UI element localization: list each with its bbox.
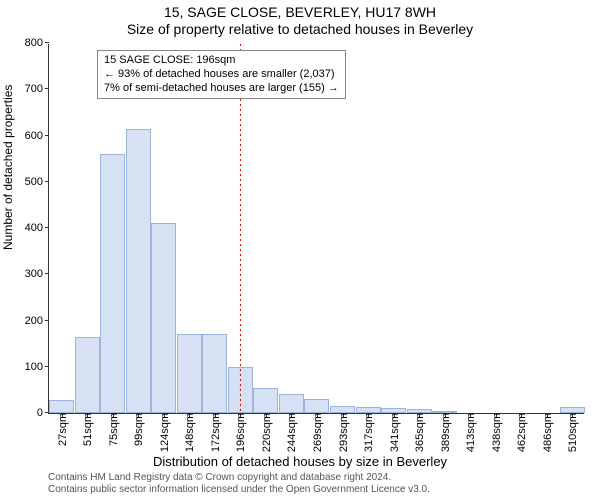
y-tick-label: 100	[25, 361, 49, 373]
x-tick-label: 51sqm	[80, 413, 94, 446]
x-tick-label: 486sqm	[540, 413, 554, 452]
x-tick-label: 293sqm	[336, 413, 350, 452]
x-tick-label: 172sqm	[208, 413, 222, 452]
x-tick-label: 413sqm	[463, 413, 477, 452]
page-title-line2: Size of property relative to detached ho…	[0, 21, 600, 42]
x-tick-label: 365sqm	[412, 413, 426, 452]
x-tick-label: 341sqm	[387, 413, 401, 452]
x-tick-label: 389sqm	[438, 413, 452, 452]
plot: 010020030040050060070080027sqm51sqm75sqm…	[48, 44, 584, 414]
y-tick-label: 600	[25, 130, 49, 142]
x-tick-label: 124sqm	[157, 413, 171, 452]
footer-line2: Contains public sector information licen…	[48, 484, 430, 496]
page-title-line1: 15, SAGE CLOSE, BEVERLEY, HU17 8WH	[0, 0, 600, 21]
x-tick-label: 244sqm	[284, 413, 298, 452]
x-tick-label: 99sqm	[131, 413, 145, 446]
y-tick-label: 700	[25, 83, 49, 95]
y-tick-label: 400	[25, 222, 49, 234]
x-tick-label: 27sqm	[55, 413, 69, 446]
footer-line1: Contains HM Land Registry data © Crown c…	[48, 472, 430, 484]
x-tick-label: 148sqm	[182, 413, 196, 452]
footer-credits: Contains HM Land Registry data © Crown c…	[48, 472, 430, 496]
annotation-box: 15 SAGE CLOSE: 196sqm← 93% of detached h…	[97, 50, 346, 99]
x-axis-label: Distribution of detached houses by size …	[0, 454, 600, 469]
reference-line	[49, 44, 585, 414]
y-tick-mark	[45, 42, 49, 43]
x-tick-label: 196sqm	[233, 413, 247, 452]
annotation-line: ← 93% of detached houses are smaller (2,…	[104, 68, 339, 82]
y-tick-label: 0	[37, 407, 49, 419]
y-tick-label: 800	[25, 37, 49, 49]
y-axis-label: Number of detached properties	[1, 85, 15, 250]
annotation-line: 15 SAGE CLOSE: 196sqm	[104, 54, 339, 68]
y-tick-label: 500	[25, 176, 49, 188]
x-tick-label: 220sqm	[259, 413, 273, 452]
x-tick-label: 269sqm	[310, 413, 324, 452]
x-tick-label: 510sqm	[565, 413, 579, 452]
y-tick-label: 200	[25, 315, 49, 327]
annotation-line: 7% of semi-detached houses are larger (1…	[104, 82, 339, 96]
x-tick-label: 317sqm	[361, 413, 375, 452]
x-tick-label: 438sqm	[489, 413, 503, 452]
y-tick-label: 300	[25, 268, 49, 280]
x-tick-label: 75sqm	[106, 413, 120, 446]
chart-area: 010020030040050060070080027sqm51sqm75sqm…	[48, 44, 584, 414]
x-tick-label: 462sqm	[514, 413, 528, 452]
